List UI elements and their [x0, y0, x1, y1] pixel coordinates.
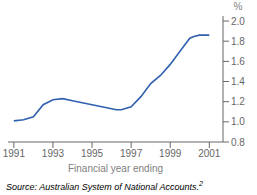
- svg-text:1993: 1993: [42, 148, 65, 159]
- svg-text:1.6: 1.6: [231, 56, 245, 67]
- svg-text:2.0: 2.0: [231, 16, 245, 27]
- svg-text:2001: 2001: [198, 148, 221, 159]
- svg-text:Financial year ending: Financial year ending: [68, 163, 163, 174]
- svg-text:1.4: 1.4: [231, 76, 245, 87]
- svg-text:1997: 1997: [120, 148, 143, 159]
- svg-text:1991: 1991: [8, 148, 25, 159]
- html-text:Source: Australian System of N: Source: Australian System of National Ac…: [6, 180, 203, 192]
- svg-text:1.0: 1.0: [231, 116, 245, 127]
- svg-text:1999: 1999: [159, 148, 182, 159]
- svg-text:1.8: 1.8: [231, 36, 245, 47]
- svg-text:1.2: 1.2: [231, 96, 245, 107]
- svg-text:1995: 1995: [81, 148, 104, 159]
- svg-text:%: %: [234, 1, 243, 12]
- svg-text:0.8: 0.8: [231, 137, 245, 148]
